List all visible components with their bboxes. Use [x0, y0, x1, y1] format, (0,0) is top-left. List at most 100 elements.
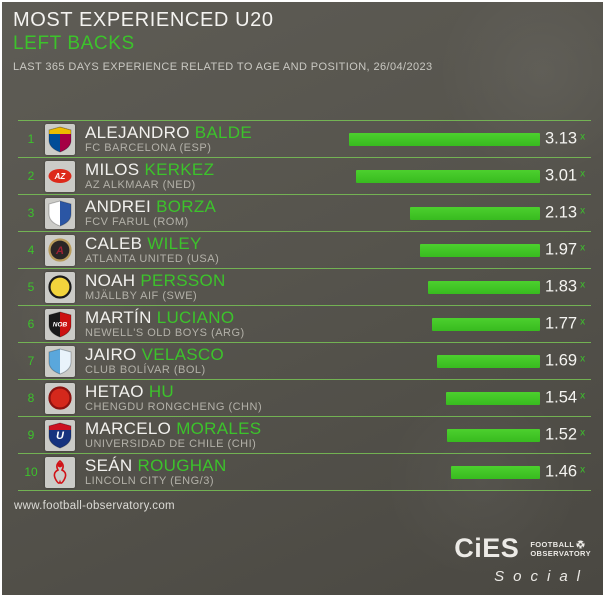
rank-number: 2 — [27, 169, 35, 183]
player-club: FCV FARUL (ROM) — [85, 216, 189, 228]
player-club: CLUB BOLÍVAR (BOL) — [85, 364, 206, 376]
svg-text:U: U — [56, 430, 65, 442]
universidad-de-chile-crest: U — [45, 419, 75, 451]
player-first-name: SEÁN — [85, 456, 133, 475]
player-last-name: LUCIANO — [156, 308, 235, 327]
player-names: JAIRO VELASCO CLUB BOLÍVAR (BOL) — [85, 345, 591, 377]
experience-bar — [420, 244, 540, 257]
experience-value: 3.01 x — [545, 166, 586, 185]
experience-bar — [437, 355, 540, 368]
player-row: 6 NOB MARTÍN LUCIANO NEWELL'S OLD BOYS (… — [18, 305, 591, 342]
experience-value: 1.54 x — [545, 388, 586, 407]
page-title: MOST EXPERIENCED U20 — [13, 9, 274, 31]
experience-value: 3.13 x — [545, 129, 586, 148]
football-observatory-label: FOOTBALL OBSERVATORY — [530, 540, 591, 558]
player-first-name: ALEJANDRO — [85, 123, 190, 142]
player-last-name: VELASCO — [141, 345, 225, 364]
experience-bar — [356, 170, 540, 183]
observatory-label: OBSERVATORY — [530, 548, 591, 558]
player-names: HETAO HU CHENGDU RONGCHENG (CHN) — [85, 382, 591, 414]
player-row: 2 AZ MILOS KERKEZ AZ ALKMAAR (NED) 3.01 x — [18, 157, 591, 194]
player-first-name: JAIRO — [85, 345, 137, 364]
player-names: MILOS KERKEZ AZ ALKMAAR (NED) — [85, 160, 591, 192]
rank-number: 10 — [24, 465, 38, 479]
multiplier-x-mark: x — [580, 242, 586, 254]
player-first-name: MARCELO — [85, 419, 172, 438]
player-last-name: MORALES — [176, 419, 262, 438]
player-last-name: WILEY — [147, 234, 202, 253]
football-icon — [576, 539, 585, 549]
newells-old-boys-crest: NOB — [45, 308, 75, 340]
player-names: MARTÍN LUCIANO NEWELL'S OLD BOYS (ARG) — [85, 308, 591, 340]
experience-bar — [447, 429, 540, 442]
player-first-name: NOAH — [85, 271, 136, 290]
experience-bar — [428, 281, 540, 294]
player-first-name: ANDREI — [85, 197, 152, 216]
player-last-name: KERKEZ — [144, 160, 215, 179]
experience-value: 1.77 x — [545, 314, 586, 333]
player-last-name: ROUGHAN — [137, 456, 227, 475]
player-names: ALEJANDRO BALDE FC BARCELONA (ESP) — [85, 123, 591, 155]
multiplier-x-mark: x — [580, 316, 586, 328]
player-names: SEÁN ROUGHAN LINCOLN CITY (ENG/3) — [85, 456, 591, 488]
rank-number: 4 — [27, 243, 35, 257]
rank-number: 3 — [27, 206, 35, 220]
experience-value: 1.69 x — [545, 351, 586, 370]
page-subtitle: LEFT BACKS — [13, 33, 135, 54]
page-description: LAST 365 DAYS EXPERIENCE RELATED TO AGE … — [13, 61, 433, 73]
player-club: FC BARCELONA (ESP) — [85, 142, 212, 154]
experience-value: 1.97 x — [545, 240, 586, 259]
rank-number: 5 — [27, 280, 35, 294]
cies-logo-top: CiES FOOTBALL OBSERVATORY — [454, 535, 591, 562]
player-first-name: MILOS — [85, 160, 140, 179]
multiplier-x-mark: x — [580, 464, 586, 476]
player-last-name: BORZA — [156, 197, 217, 216]
az-alkmaar-crest: AZ — [45, 160, 75, 192]
player-club: UNIVERSIDAD DE CHILE (CHI) — [85, 438, 257, 450]
mjallby-aif-crest — [45, 271, 75, 303]
atlanta-united-crest: A — [45, 234, 75, 266]
player-last-name: BALDE — [194, 123, 253, 142]
player-names: NOAH PERSSON MJÄLLBY AIF (SWE) — [85, 271, 591, 303]
player-last-name: HU — [148, 382, 174, 401]
lincoln-city-crest — [45, 456, 75, 488]
website-url: www.football-observatory.com — [14, 500, 175, 512]
player-row: 3 ANDREI BORZA FCV FARUL (ROM) 2.13 x — [18, 194, 591, 231]
player-row: 7 JAIRO VELASCO CLUB BOLÍVAR (BOL) 1.69 x — [18, 342, 591, 379]
rank-number: 6 — [27, 317, 35, 331]
player-first-name: MARTÍN — [85, 308, 152, 327]
experience-value: 1.52 x — [545, 425, 586, 444]
rank-number: 9 — [27, 428, 35, 442]
cies-brand-text: CiES — [454, 533, 520, 563]
player-row: 1 ALEJANDRO BALDE FC BARCELONA (ESP) 3.1… — [18, 120, 591, 157]
player-row: 5 NOAH PERSSON MJÄLLBY AIF (SWE) 1.83 x — [18, 268, 591, 305]
experience-value: 2.13 x — [545, 203, 586, 222]
cies-logo: CiES FOOTBALL OBSERVATORY Social — [454, 535, 591, 586]
multiplier-x-mark: x — [580, 279, 586, 291]
experience-bar — [432, 318, 540, 331]
player-club: LINCOLN CITY (ENG/3) — [85, 475, 214, 487]
experience-bar — [451, 466, 540, 479]
player-row: 8 HETAO HU CHENGDU RONGCHENG (CHN) 1.54 x — [18, 379, 591, 416]
football-label: FOOTBALL — [530, 539, 575, 549]
player-names: CALEB WILEY ATLANTA UNITED (USA) — [85, 234, 591, 266]
rank-number: 7 — [27, 354, 35, 368]
player-row: 9 U MARCELO MORALES UNIVERSIDAD DE CHILE… — [18, 416, 591, 453]
svg-text:A: A — [55, 245, 64, 257]
rank-number: 8 — [27, 391, 35, 405]
player-club: MJÄLLBY AIF (SWE) — [85, 290, 198, 302]
multiplier-x-mark: x — [580, 131, 586, 143]
player-first-name: CALEB — [85, 234, 143, 253]
multiplier-x-mark: x — [580, 353, 586, 365]
player-names: ANDREI BORZA FCV FARUL (ROM) — [85, 197, 591, 229]
player-last-name: PERSSON — [140, 271, 226, 290]
ranking-board: 1 ALEJANDRO BALDE FC BARCELONA (ESP) 3.1… — [18, 120, 591, 491]
club-bolivar-crest — [45, 345, 75, 377]
experience-bar — [410, 207, 540, 220]
player-club: AZ ALKMAAR (NED) — [85, 179, 196, 191]
experience-value: 1.46 x — [545, 462, 586, 481]
player-row: 10 SEÁN ROUGHAN LINCOLN CITY (ENG/3) 1.4… — [18, 453, 591, 490]
chengdu-rongcheng-crest — [45, 382, 75, 414]
header: MOST EXPERIENCED U20 LEFT BACKS LAST 365… — [13, 8, 433, 73]
